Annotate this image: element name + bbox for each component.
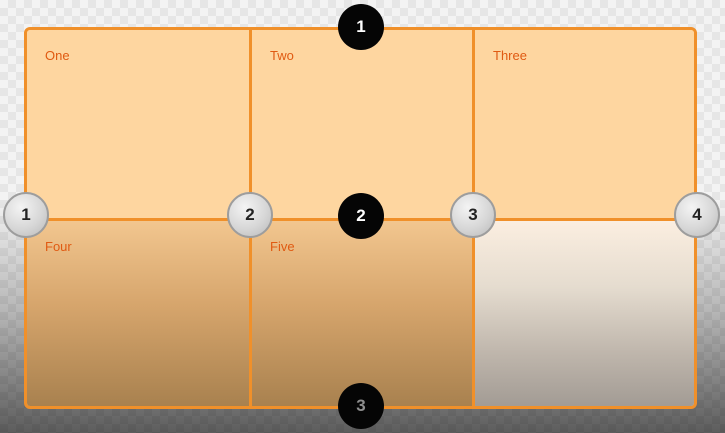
grid-item-label: Five [270, 239, 295, 254]
grid-item-five: Five [252, 221, 472, 406]
column-line-marker-2: 2 [227, 192, 273, 238]
column-line-marker-3: 3 [450, 192, 496, 238]
row-line-marker-1: 1 [338, 4, 384, 50]
grid-item-two: Two [252, 30, 472, 218]
grid-item-one: One [27, 30, 249, 218]
grid-item-label: Four [45, 239, 72, 254]
empty-grid-area [475, 221, 694, 406]
grid-item-label: One [45, 48, 70, 63]
column-line-marker-1: 1 [3, 192, 49, 238]
grid-item-four: Four [27, 221, 249, 406]
row-line-marker-3: 3 [338, 383, 384, 429]
column-line-marker-4: 4 [674, 192, 720, 238]
row-line-marker-2: 2 [338, 193, 384, 239]
grid-item-label: Two [270, 48, 294, 63]
grid-item-three: Three [475, 30, 694, 218]
grid-item-label: Three [493, 48, 527, 63]
